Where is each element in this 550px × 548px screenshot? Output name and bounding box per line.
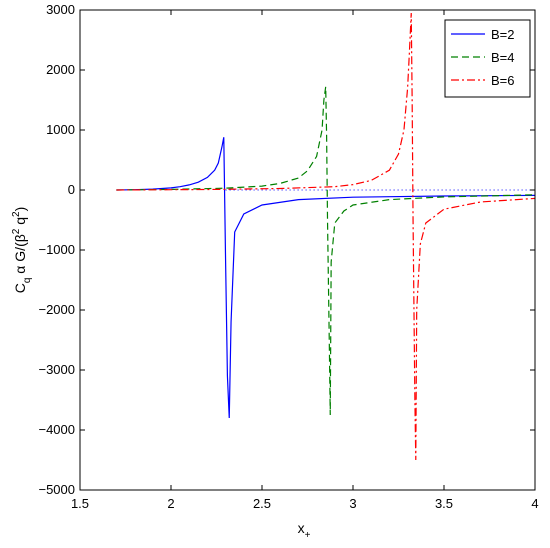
x-tick-label: 3.5: [435, 496, 453, 511]
y-tick-label: −2000: [38, 302, 75, 317]
ticks-layer: 1.5 2 2.5 3 3.5 4 −5000 −4000 −3000 −2000 −1000 0 10…: [38, 2, 538, 511]
y-tick-label: 2000: [46, 62, 75, 77]
legend-label-2: B=4: [491, 50, 515, 65]
legend-label-3: B=6: [491, 73, 515, 88]
series-layer: [116, 12, 536, 461]
series-line-1: [116, 137, 536, 419]
legend-label-1: B=2: [491, 27, 515, 42]
x-tick-label: 4: [531, 496, 538, 511]
x-axis-label: x+: [298, 520, 311, 541]
series-line-2: [116, 86, 536, 416]
x-tick-label: 2: [167, 496, 174, 511]
y-tick-label: −1000: [38, 242, 75, 257]
y-tick-label: 3000: [46, 2, 75, 17]
x-tick-label: 3: [349, 496, 356, 511]
y-tick-label: −5000: [38, 482, 75, 497]
x-tick-label: 1.5: [71, 496, 89, 511]
y-tick-label: −3000: [38, 362, 75, 377]
series-line-3: [116, 12, 536, 461]
x-tick-label: 2.5: [253, 496, 271, 511]
y-tick-label: 1000: [46, 122, 75, 137]
legend-box: [444, 19, 531, 98]
y-tick-label: −4000: [38, 422, 75, 437]
y-tick-label: 0: [68, 182, 75, 197]
y-axis-label: Cq α G/(β2 q2): [11, 207, 33, 294]
legend: B=2 B=4 B=6: [444, 19, 531, 98]
